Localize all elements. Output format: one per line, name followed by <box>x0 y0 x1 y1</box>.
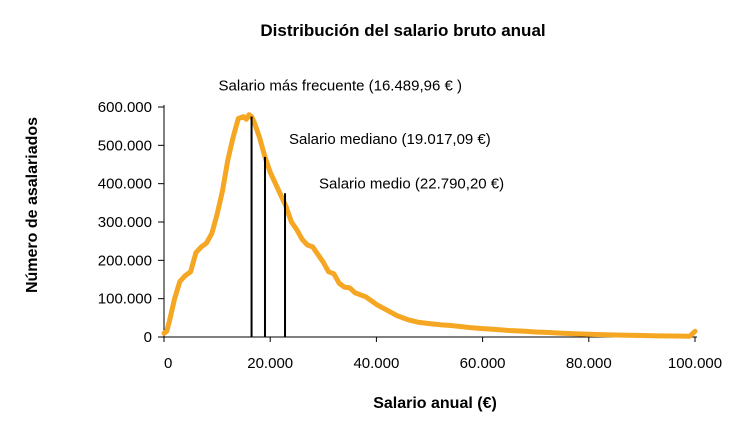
y-tick-label: 600.000 <box>98 99 152 116</box>
x-tick-label: 60.000 <box>460 355 506 372</box>
y-tick-label: 200.000 <box>98 252 152 269</box>
annotation-label: Salario más frecuente (16.489,96 € ) <box>219 78 462 95</box>
y-tick-label: 0 <box>144 329 152 346</box>
x-tick-label: 0 <box>164 355 172 372</box>
y-axis-label: Número de asalariados <box>24 117 41 293</box>
x-axis-label: Salario anual (€) <box>373 395 497 412</box>
annotation-label: Salario mediano (19.017,09 €) <box>289 131 491 148</box>
y-tick-label: 100.000 <box>98 291 152 308</box>
x-tick-label: 40.000 <box>353 355 399 372</box>
chart-title: Distribución del salario bruto anual <box>260 21 545 40</box>
series-line <box>161 112 698 339</box>
x-tick-label: 80.000 <box>566 355 612 372</box>
y-tick-label: 300.000 <box>98 214 152 231</box>
annotation-label: Salario medio (22.790,20 €) <box>319 175 504 192</box>
x-tick-label: 100.000 <box>668 355 722 372</box>
y-tick-label: 400.000 <box>98 176 152 193</box>
plot-area: 0 100.000 200.000 300.000 400.000 500.000 600.… <box>98 78 722 372</box>
y-tick-label: 500.000 <box>98 137 152 154</box>
x-tick-label: 20.000 <box>247 355 293 372</box>
